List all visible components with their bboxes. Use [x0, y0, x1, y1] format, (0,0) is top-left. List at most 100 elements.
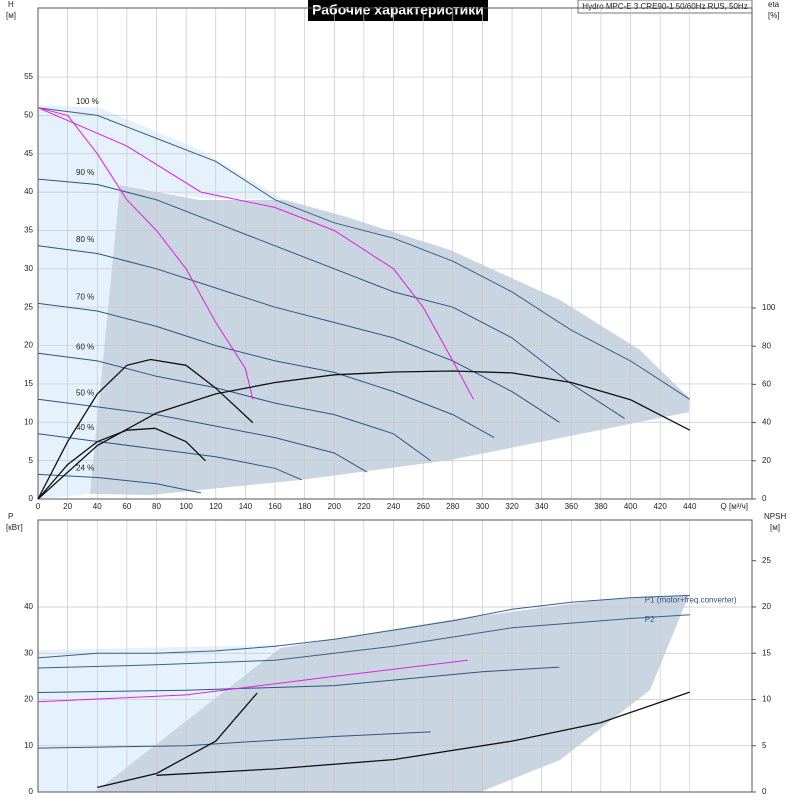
- chart-title: Рабочие характеристики: [312, 2, 484, 18]
- x-tick-label: 440: [683, 502, 697, 511]
- x-axis-label: Q [м³/ч]: [721, 502, 748, 511]
- curve: [37, 358, 254, 500]
- series-label: 70 %: [76, 292, 94, 301]
- y-tick-label: 10: [24, 417, 33, 426]
- curve: [37, 352, 431, 462]
- curve: [37, 433, 302, 481]
- x-tick-label: 140: [239, 502, 253, 511]
- y-tick-label: 30: [24, 264, 33, 273]
- y2-axis-unit: [%]: [768, 11, 780, 20]
- curve: [97, 692, 258, 789]
- y2-tick-label: 10: [762, 695, 771, 704]
- series-label: 24 %: [76, 464, 94, 473]
- series-label: P2: [645, 615, 655, 624]
- x-tick-label: 340: [535, 502, 549, 511]
- model-box: [577, 0, 753, 14]
- curve: [37, 107, 691, 400]
- curve: [37, 731, 431, 749]
- series-label: 50 %: [76, 388, 94, 397]
- curve: [156, 691, 691, 776]
- curve: [37, 178, 625, 419]
- curve: [37, 614, 690, 669]
- y-axis-label: P: [8, 512, 13, 521]
- y2-tick-label: 80: [762, 341, 771, 350]
- x-tick-label: 100: [179, 502, 193, 511]
- y-tick-label: 15: [24, 379, 33, 388]
- x-tick-label: 300: [476, 502, 490, 511]
- y2-tick-label: 20: [762, 456, 771, 465]
- x-tick-label: 160: [268, 502, 282, 511]
- series-label: 90 %: [76, 168, 94, 177]
- y-axis-label: H: [8, 0, 14, 9]
- x-tick-label: 0: [36, 502, 41, 511]
- y-tick-label: 20: [24, 695, 33, 704]
- y2-axis-label: eta: [768, 0, 780, 9]
- curve: [37, 659, 468, 703]
- x-tick-label: 420: [653, 502, 667, 511]
- curve: [37, 594, 690, 659]
- y-tick-label: 10: [24, 741, 33, 750]
- x-tick-label: 120: [209, 502, 223, 511]
- curve: [37, 427, 206, 500]
- series-label: 80 %: [76, 235, 94, 244]
- plot-frame: [37, 7, 753, 500]
- area-operating: [90, 185, 689, 495]
- area-operating: [95, 595, 689, 792]
- curve: [37, 107, 254, 400]
- curve: [37, 107, 474, 400]
- y-axis-unit: [кВт]: [6, 523, 23, 532]
- y2-tick-label: 25: [762, 556, 771, 565]
- y-tick-label: 40: [24, 602, 33, 611]
- y2-tick-label: 5: [762, 741, 767, 750]
- x-tick-label: 360: [565, 502, 579, 511]
- title-box: [308, 0, 488, 21]
- x-tick-label: 400: [624, 502, 638, 511]
- x-tick-label: 260: [416, 502, 430, 511]
- y2-tick-label: 0: [762, 494, 767, 503]
- x-tick-label: 80: [152, 502, 161, 511]
- y2-tick-label: 100: [762, 303, 776, 312]
- y-tick-label: 25: [24, 302, 33, 311]
- series-label: 100 %: [76, 97, 99, 106]
- y-tick-label: 40: [24, 187, 33, 196]
- curve: [37, 473, 202, 494]
- curve: [37, 370, 691, 500]
- model-label: Hydro MPC-E 3 CRE90-1 50/60Hz RUS, 50Hz: [582, 2, 747, 11]
- x-tick-label: 240: [387, 502, 401, 511]
- x-tick-label: 320: [505, 502, 519, 511]
- y-tick-label: 0: [29, 787, 34, 796]
- y-tick-label: 0: [29, 494, 34, 503]
- x-tick-label: 180: [298, 502, 312, 511]
- curve: [37, 666, 560, 693]
- area-light: [38, 105, 285, 499]
- area-light: [38, 645, 280, 792]
- curve: [37, 398, 368, 473]
- shading: [38, 105, 689, 792]
- x-tick-label: 220: [357, 502, 371, 511]
- x-tick-label: 60: [122, 502, 131, 511]
- y2-axis-unit: [м]: [770, 523, 780, 532]
- curve: [37, 302, 495, 439]
- y-tick-label: 50: [24, 111, 33, 120]
- series-label: 60 %: [76, 342, 94, 351]
- series-label: 40 %: [76, 423, 94, 432]
- y2-tick-label: 60: [762, 379, 771, 388]
- y2-tick-label: 20: [762, 602, 771, 611]
- x-tick-label: 200: [328, 502, 342, 511]
- y-axis-unit: [м]: [6, 11, 16, 20]
- y-tick-label: 20: [24, 341, 33, 350]
- y-tick-label: 45: [24, 149, 33, 158]
- y2-tick-label: 0: [762, 787, 767, 796]
- x-tick-label: 280: [446, 502, 460, 511]
- x-tick-label: 20: [63, 502, 72, 511]
- x-tick-label: 380: [594, 502, 608, 511]
- y-tick-label: 30: [24, 648, 33, 657]
- x-tick-label: 40: [93, 502, 102, 511]
- y-tick-label: 55: [24, 72, 33, 81]
- curve: [37, 245, 560, 423]
- y-tick-label: 35: [24, 226, 33, 235]
- y2-tick-label: 15: [762, 648, 771, 657]
- y2-axis-label: NPSH: [764, 512, 786, 521]
- y-tick-label: 5: [29, 456, 34, 465]
